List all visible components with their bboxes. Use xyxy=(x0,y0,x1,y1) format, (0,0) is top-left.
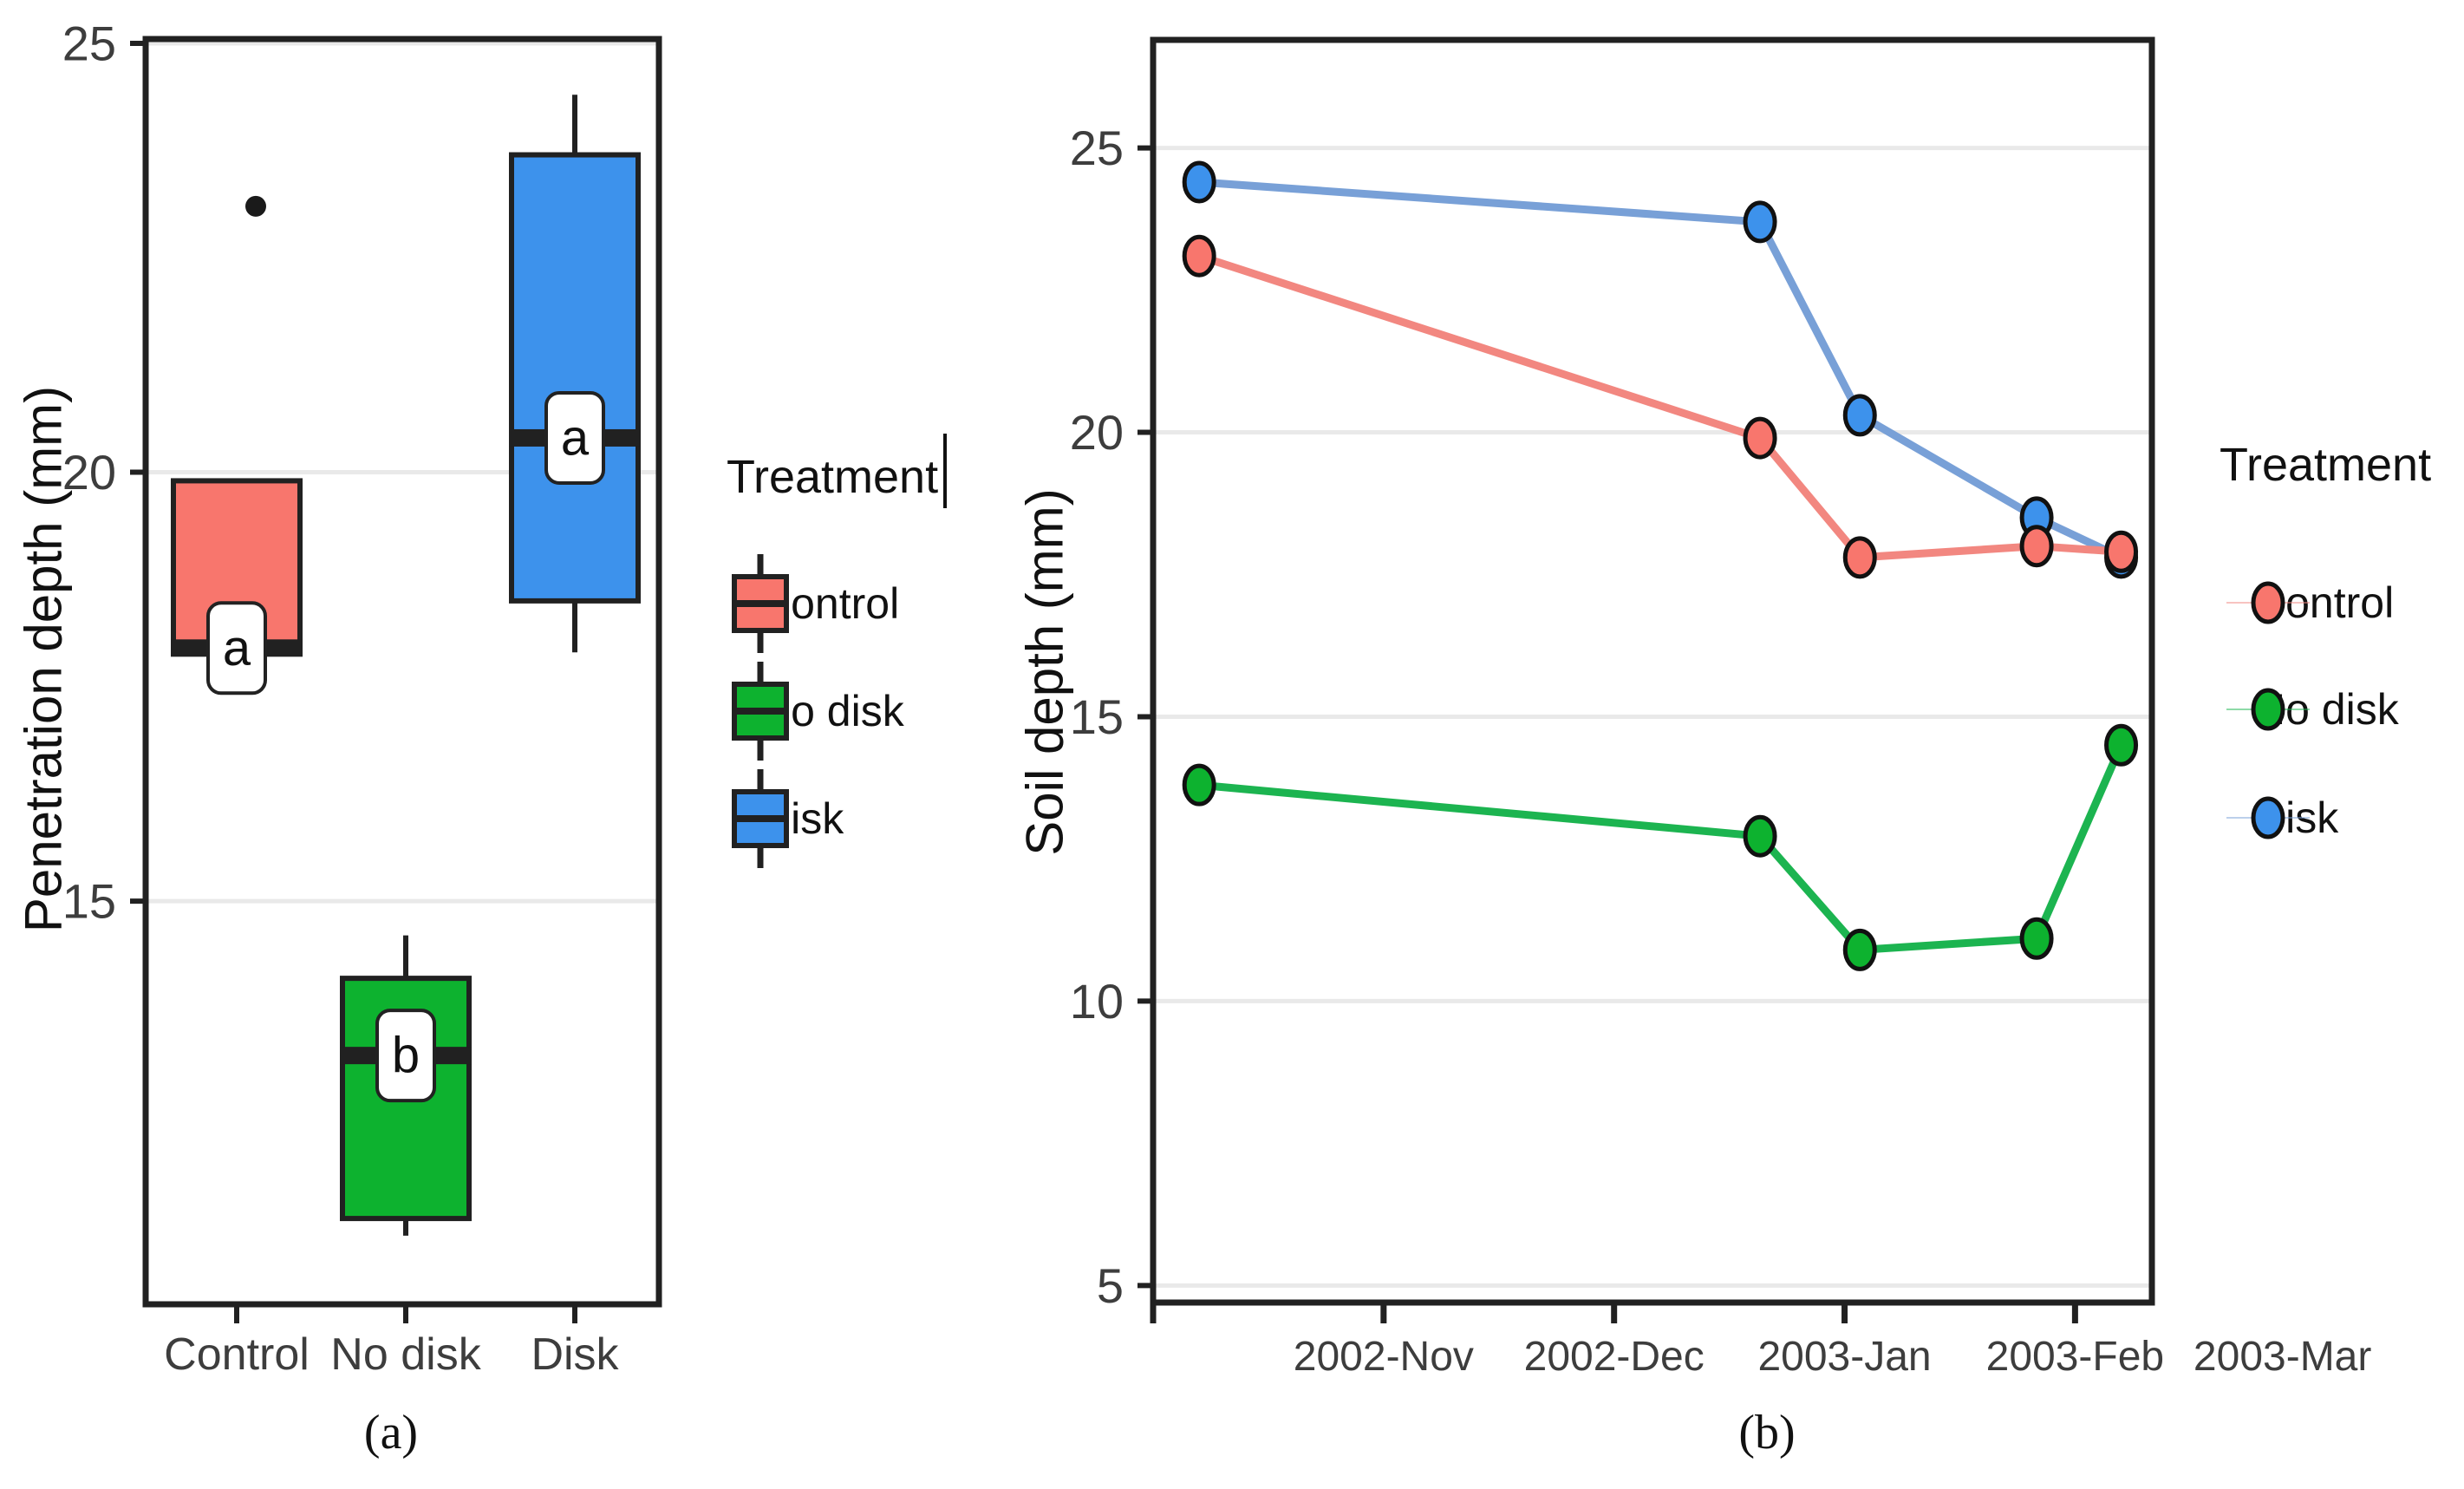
panel-b-y-axis-title: Soil depth (mm) xyxy=(1015,488,1074,856)
data-point-No disk xyxy=(1743,814,1777,858)
legend-item-control: Control xyxy=(730,549,899,658)
data-point-Control xyxy=(1743,416,1777,460)
data-point-Control xyxy=(2019,525,2054,568)
sig-label-box xyxy=(206,601,267,696)
sig-label-text: a xyxy=(561,409,590,466)
line-marker-key-icon xyxy=(2226,581,2310,624)
x-tick-label: Control xyxy=(164,1329,310,1380)
data-point-Disk xyxy=(1842,394,1877,437)
boxplot-panel: 15 20 25 Control No disk Disk a b a xyxy=(62,16,662,1380)
x-tick-label: 2003-Jan xyxy=(1757,1334,1931,1380)
boxplot-key-icon xyxy=(732,554,789,653)
data-point-Disk xyxy=(1743,200,1777,244)
x-tick-label: 2003-Mar xyxy=(2193,1334,2371,1380)
y-tick-label: 25 xyxy=(62,16,116,70)
legend-item-disk: Disk xyxy=(2225,789,2338,846)
y-tick-label: 15 xyxy=(1070,689,1124,744)
data-point-No disk xyxy=(2104,723,2139,767)
data-point-Disk xyxy=(1182,160,1216,204)
panel-a-caption: (a) xyxy=(363,1406,419,1460)
x-tick-label: 2003-Feb xyxy=(1986,1334,2164,1380)
boxplot-key-icon xyxy=(732,769,789,868)
x-tick-label: 2002-Nov xyxy=(1294,1334,1474,1380)
data-point-No disk xyxy=(2019,917,2054,960)
series-line-No disk xyxy=(1198,743,2125,955)
data-point-No disk xyxy=(1842,928,1877,971)
x-tick-label: 2002-Dec xyxy=(1524,1334,1705,1380)
line-marker-key-icon xyxy=(2226,688,2310,731)
line-marker-key-icon xyxy=(2226,796,2310,839)
panel-a-y-axis-title: Penetration depth (mm) xyxy=(14,385,73,933)
box-Disk xyxy=(509,152,641,604)
data-point-Control xyxy=(1842,536,1877,579)
x-tick-label: No disk xyxy=(330,1329,481,1380)
y-tick-label: 20 xyxy=(62,445,116,500)
sig-label-text: a xyxy=(223,620,251,676)
data-point-Control xyxy=(1182,234,1216,278)
y-tick-label: 5 xyxy=(1097,1258,1124,1313)
y-tick-label: 15 xyxy=(62,874,116,929)
panel-b-caption: (b) xyxy=(1738,1406,1796,1460)
legend-item-no-disk: No disk xyxy=(730,656,904,766)
y-tick-label: 20 xyxy=(1070,405,1124,460)
series-line-Disk xyxy=(1198,178,2123,561)
y-tick-label: 10 xyxy=(1070,974,1124,1029)
panel-b-legend-title: Treatment xyxy=(2220,439,2432,491)
sig-label-box xyxy=(544,390,605,485)
outlier-point xyxy=(245,195,266,217)
sig-label-text: b xyxy=(392,1028,420,1084)
legend-item-disk: Disk xyxy=(730,764,844,873)
data-point-No disk xyxy=(1182,763,1216,807)
panel-a-legend-title-text: Treatment xyxy=(727,451,939,503)
legend-item-control: Control xyxy=(2225,574,2394,631)
text-cursor xyxy=(943,434,948,508)
panel-frame xyxy=(1150,36,2155,1306)
line-panel: 5 10 15 20 25 2002-Nov 2002-Dec 2003-Jan 2003-Fe… xyxy=(1070,36,2371,1380)
boxplot-key-icon xyxy=(732,662,789,761)
panel-a-legend-title: Treatment xyxy=(727,434,948,508)
y-tick-label: 25 xyxy=(1070,121,1124,175)
series-line-Control xyxy=(1197,251,2122,562)
panel-frame xyxy=(142,36,662,1308)
legend-item-no-disk: No disk xyxy=(2225,681,2399,738)
sig-label-box xyxy=(375,1009,436,1103)
data-point-Control xyxy=(2104,530,2139,573)
x-tick-label: Disk xyxy=(531,1329,619,1380)
